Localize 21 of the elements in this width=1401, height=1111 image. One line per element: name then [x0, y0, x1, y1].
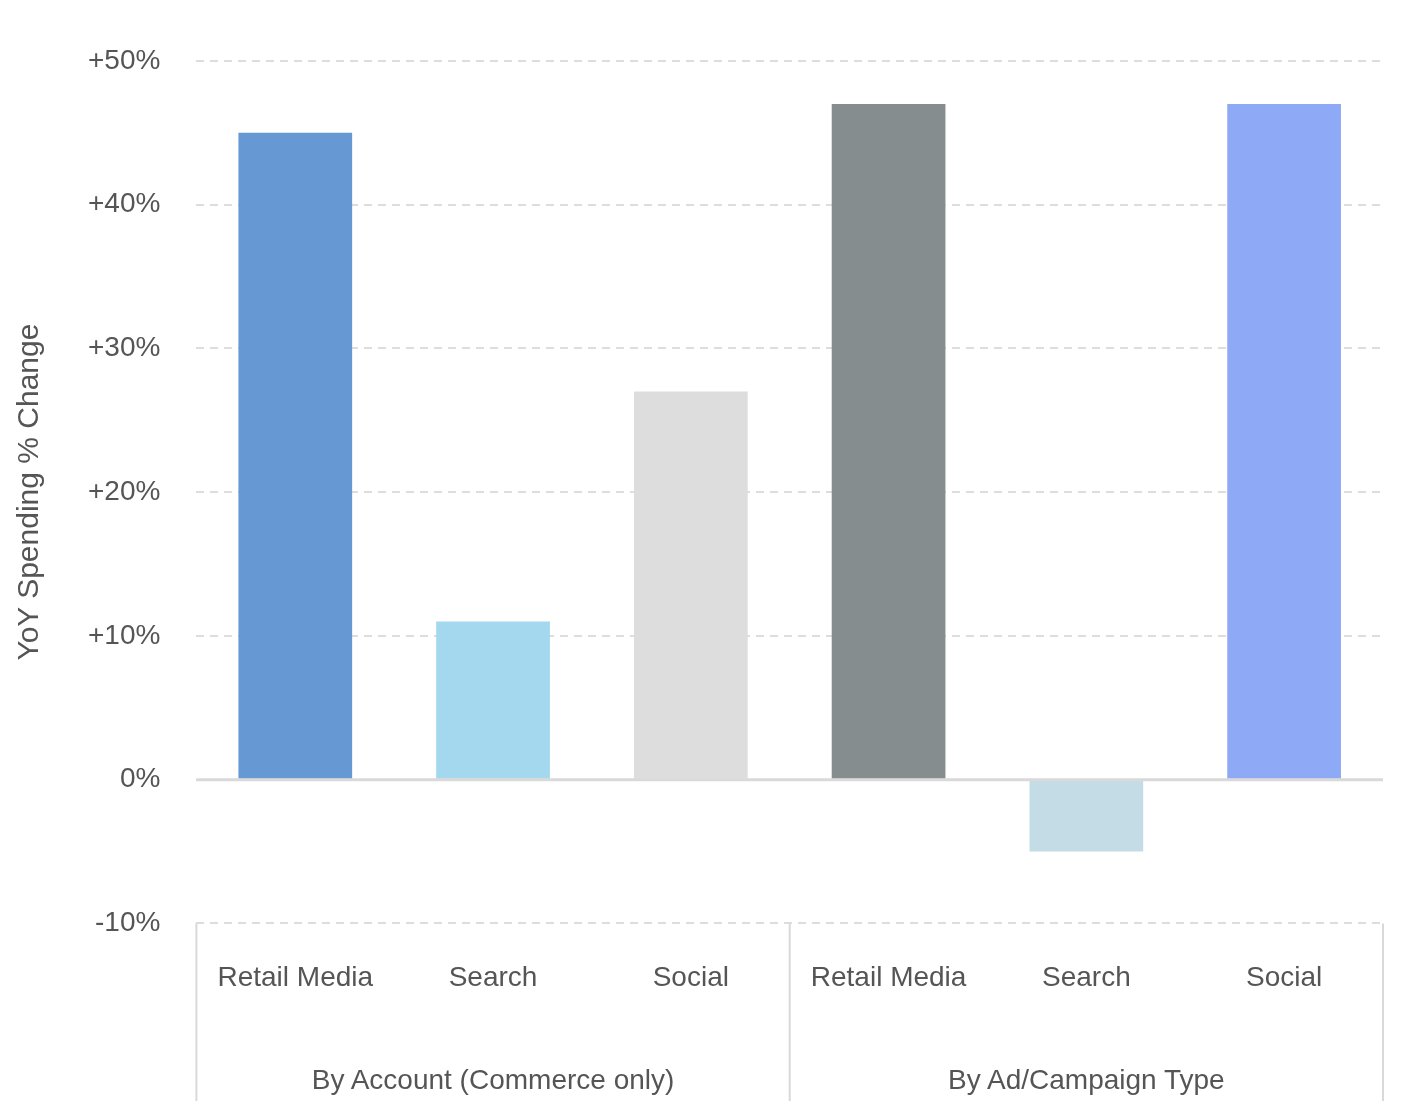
bar	[1029, 780, 1144, 852]
text: By Account (Commerce only)	[311, 1063, 675, 1095]
x-tick-label: Retail Media	[217, 960, 374, 992]
x-tick-label: Social	[652, 960, 729, 992]
y-tick-label: 0%	[119, 762, 161, 794]
y-tick-label: +30%	[87, 331, 161, 363]
bar	[1227, 103, 1341, 779]
x-tick-label: Search	[448, 960, 538, 992]
y-axis-title: YoY Spending % Change	[11, 323, 45, 661]
bar	[831, 103, 946, 779]
x-tick-label: Retail Media	[810, 960, 967, 992]
bar	[238, 132, 353, 779]
y-tick-label: +50%	[87, 43, 161, 75]
y-tick-label: +10%	[87, 618, 161, 650]
y-tick-label: +40%	[87, 187, 161, 219]
y-tick-label: +20%	[87, 474, 161, 506]
bar	[436, 621, 550, 779]
text: By Ad/Campaign Type	[948, 1063, 1225, 1095]
y-tick-label: -10%	[95, 906, 161, 938]
x-tick-label: Social	[1245, 960, 1323, 992]
x-tick-label: Search	[1041, 960, 1131, 992]
